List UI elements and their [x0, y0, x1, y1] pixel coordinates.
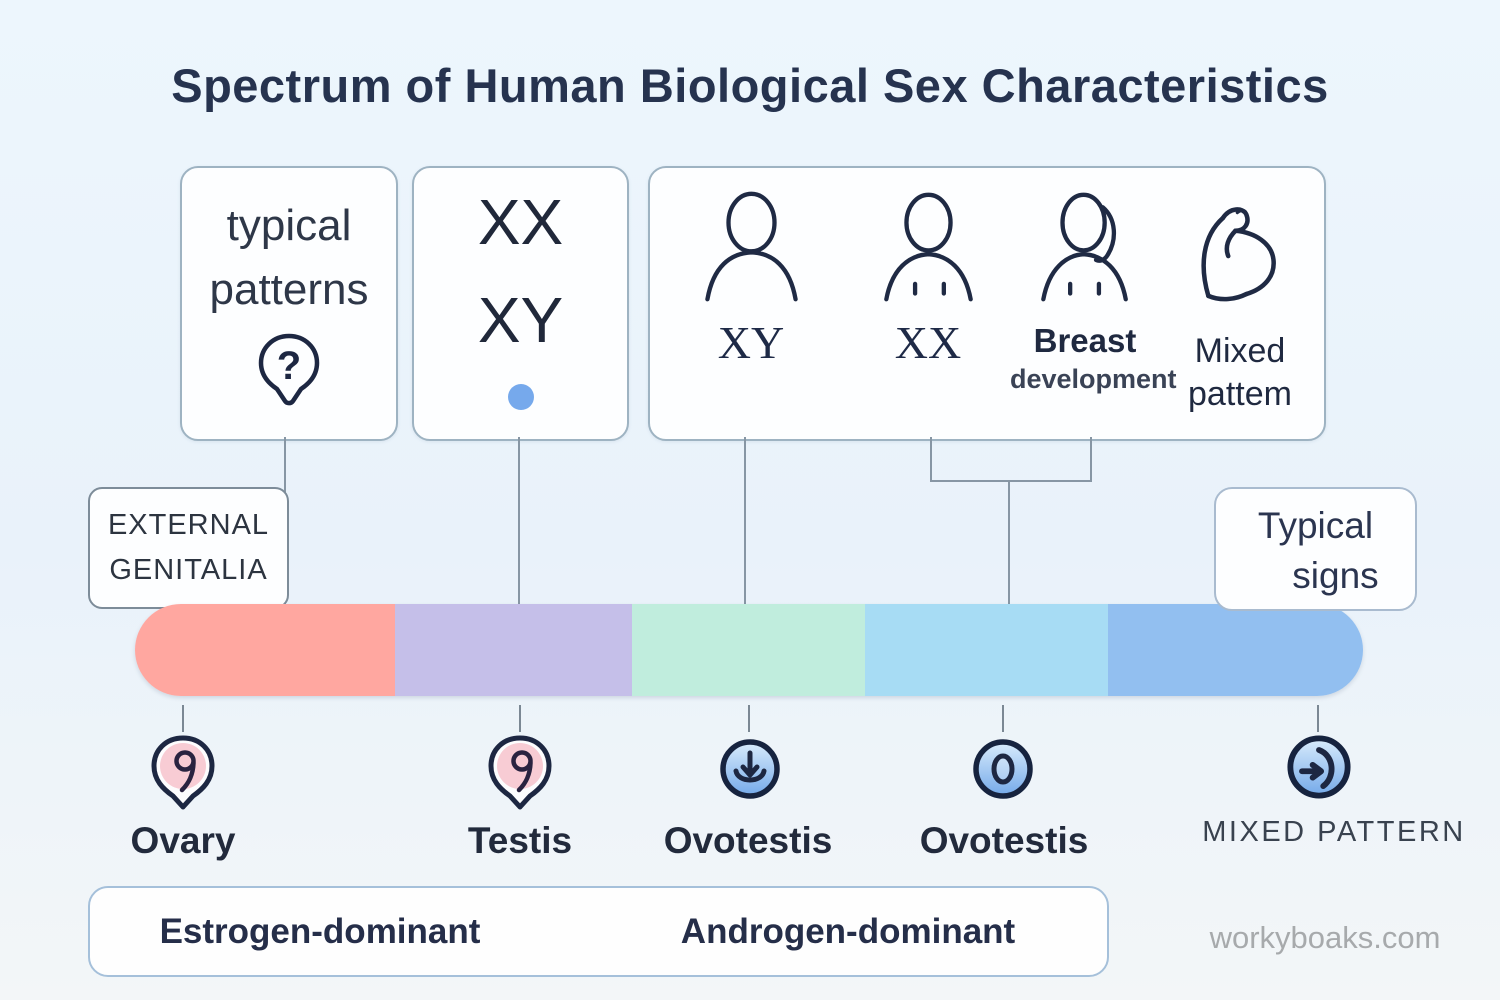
- mixed-label-line2: pattem: [1188, 374, 1292, 413]
- phenotype-label-xx: XX: [894, 317, 962, 368]
- connector-phenotype-xy: [744, 437, 746, 604]
- spectrum-segment: [632, 604, 865, 696]
- connector-bracket-left: [930, 437, 932, 482]
- mixed-label-line1: Mixed: [1194, 332, 1286, 370]
- flexed-bicep-icon: [1165, 190, 1315, 318]
- external-genitalia-line2: GENITALIA: [109, 553, 268, 586]
- person-outline-icon: [853, 190, 1003, 308]
- question-balloon-icon: ?: [182, 332, 396, 413]
- tick-ovary: [182, 705, 184, 732]
- typical-signs-line2: signs: [1292, 554, 1379, 596]
- down-arrow-circle-icon: [717, 736, 783, 807]
- svg-text:?: ?: [277, 344, 301, 388]
- breast-label-line1: Breast: [1033, 322, 1137, 359]
- testis-pin-icon: [483, 733, 557, 818]
- typical-signs-line1: Typical: [1257, 505, 1374, 546]
- o-circle-icon: [970, 736, 1036, 807]
- spectrum-segment: [865, 604, 1108, 696]
- marker-label-ovotestis-2: Ovotestis: [919, 820, 1089, 861]
- callout-typical-signs: Typical signs: [1214, 487, 1417, 611]
- tick-ovotestis-2: [1002, 705, 1004, 732]
- connector-bracket-bottom: [930, 480, 1092, 482]
- tick-mixed-pattern: [1317, 705, 1319, 732]
- marker-label-ovotestis-1: Ovotestis: [663, 820, 833, 861]
- marker-label-testis: Testis: [467, 820, 573, 861]
- breast-label-line2: development: [1010, 364, 1177, 394]
- typical-patterns-line1: typical: [226, 201, 352, 250]
- hormone-dominance-box: Estrogen-dominant Androgen-dominant: [88, 886, 1109, 977]
- marker-label-ovary: Ovary: [130, 820, 236, 861]
- spectrum-segment: [395, 604, 632, 696]
- phenotype-col-xy: XY: [676, 168, 826, 439]
- person-outline-icon: [676, 190, 826, 308]
- external-genitalia-line1: EXTERNAL: [107, 509, 270, 541]
- tick-testis: [519, 705, 521, 732]
- connector-chromosomes: [518, 437, 520, 604]
- phenotype-col-mixed: Mixed pattem: [1165, 168, 1315, 439]
- spectrum-segment: [135, 604, 395, 696]
- blue-dot: [507, 384, 534, 410]
- spectrum-bar: [135, 604, 1363, 696]
- tick-ovotestis-1: [748, 705, 750, 732]
- spectrum-segment: [1108, 604, 1363, 696]
- phenotype-col-breast: Breast development: [1010, 168, 1177, 439]
- mixed-arrow-circle-icon: [1284, 732, 1354, 807]
- connector-bracket-right: [1090, 437, 1092, 482]
- typical-patterns-line2: patterns: [209, 264, 369, 314]
- marker-label-mixed-pattern: MIXED PATTERN: [1202, 816, 1466, 848]
- chromosome-xx: XX: [477, 186, 564, 258]
- page-title: Spectrum of Human Biological Sex Charact…: [171, 59, 1329, 112]
- connector-bracket-stem: [1008, 480, 1010, 604]
- ovary-pin-icon: [146, 733, 220, 818]
- card-chromosomes: XX XY: [412, 166, 629, 441]
- estrogen-dominant-label: Estrogen-dominant: [159, 912, 481, 951]
- card-typical-patterns: typical patterns ?: [180, 166, 398, 441]
- callout-external-genitalia: EXTERNAL GENITALIA: [88, 487, 289, 609]
- phenotype-col-xx: XX: [853, 168, 1003, 439]
- androgen-dominant-label: Androgen-dominant: [680, 912, 1016, 951]
- chromosome-xy: XY: [477, 284, 564, 356]
- phenotype-label-xy: XY: [717, 317, 785, 368]
- watermark: workyboaks.com: [1209, 920, 1441, 955]
- card-phenotypes: XY XX: [648, 166, 1326, 441]
- person-hair-outline-icon: [1010, 190, 1160, 308]
